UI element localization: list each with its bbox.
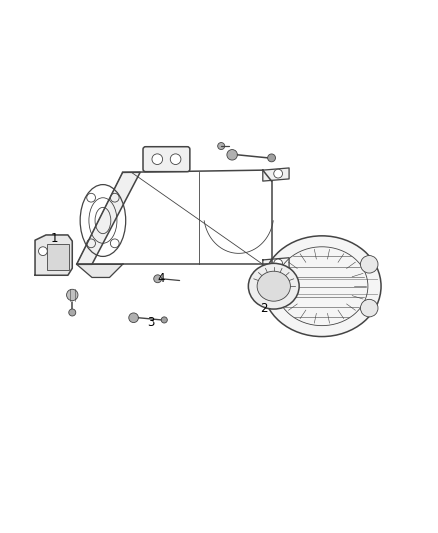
Ellipse shape: [263, 236, 381, 336]
Circle shape: [67, 289, 78, 301]
Circle shape: [161, 317, 167, 323]
Polygon shape: [263, 258, 289, 271]
Polygon shape: [77, 172, 140, 264]
Ellipse shape: [257, 271, 290, 301]
Circle shape: [152, 154, 162, 165]
Text: 3: 3: [147, 316, 154, 329]
Circle shape: [274, 169, 283, 178]
Polygon shape: [263, 168, 289, 181]
Text: 1: 1: [50, 232, 58, 245]
Circle shape: [274, 259, 283, 268]
Text: 4: 4: [158, 272, 165, 285]
Circle shape: [129, 313, 138, 322]
Circle shape: [170, 154, 181, 165]
Text: 2: 2: [261, 303, 268, 316]
Circle shape: [360, 300, 378, 317]
FancyBboxPatch shape: [143, 147, 190, 172]
Circle shape: [39, 247, 47, 255]
Circle shape: [218, 142, 225, 150]
Polygon shape: [35, 235, 72, 275]
Circle shape: [268, 154, 276, 162]
Circle shape: [69, 309, 76, 316]
Circle shape: [360, 255, 378, 273]
Bar: [47, 244, 69, 270]
Ellipse shape: [248, 263, 299, 309]
Circle shape: [227, 150, 237, 160]
Polygon shape: [77, 264, 123, 278]
Circle shape: [154, 275, 162, 282]
